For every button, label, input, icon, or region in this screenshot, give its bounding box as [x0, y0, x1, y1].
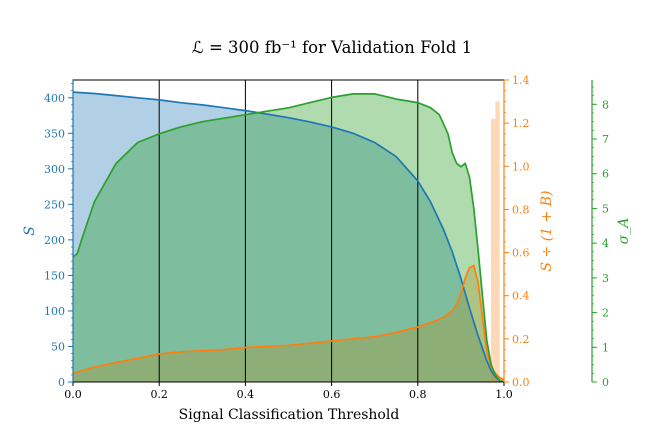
sigma-tick-label: 6: [602, 168, 609, 181]
s-tick-label: 300: [44, 163, 65, 176]
sigma-tick-label: 5: [602, 202, 609, 215]
s-tick-label: 100: [44, 305, 65, 318]
s-tick-label: 350: [44, 127, 65, 140]
sigma-axis-label: σ_A: [616, 218, 632, 245]
x-tick-label: 1.0: [495, 388, 513, 401]
curve-ratio: [72, 264, 505, 381]
sigma-tick-label: 1: [602, 341, 609, 354]
x-tick-label: 0.8: [409, 388, 427, 401]
s-tick-label: 150: [44, 269, 65, 282]
ratio-tick-label: 0.0: [512, 376, 530, 389]
curve-sigma: [72, 93, 505, 383]
chart-title: ℒ = 300 fb⁻¹ for Validation Fold 1: [192, 38, 472, 57]
ratio-tick-label: 0.2: [512, 333, 530, 346]
threshold-lines: [158, 80, 419, 382]
series-curves: [72, 91, 505, 383]
ratio-spike-bar: [495, 101, 500, 383]
histogram-fills: [73, 92, 504, 383]
s-tick-label: 400: [44, 92, 65, 105]
x-tick-label: 0.6: [323, 388, 341, 401]
fill-S: [73, 92, 504, 382]
ratio-axis-label: S ÷ (1 + B): [539, 191, 555, 272]
x-axis-label: Signal Classification Threshold: [179, 407, 400, 423]
sigma-tick-label: 7: [602, 133, 609, 146]
ratio-tick-label: 0.6: [512, 247, 530, 260]
ratio-spike-bar: [491, 118, 496, 382]
fill-ratio: [73, 265, 504, 382]
s-axis: 0 50 100 150 200 250 300 350 400 S: [22, 80, 74, 389]
x-tick-label: 0.0: [64, 388, 82, 401]
fill-sigma: [73, 93, 504, 383]
ratio-tick-label: 0.8: [512, 203, 530, 216]
sigma-axis: 0 1 2 3 4 5 6 7 8 σ_A: [591, 80, 632, 389]
s-tick-label: 50: [51, 340, 65, 353]
ratio-axis: 0.0 0.2 0.4 0.6 0.8 1.0 1.2 1.4 S ÷ (1 + B): [503, 74, 555, 389]
s-tick-label: 200: [44, 234, 65, 247]
sigma-tick-label: 3: [602, 272, 609, 285]
sigma-tick-label: 2: [602, 307, 609, 320]
sigma-tick-label: 8: [602, 98, 609, 111]
ratio-tick-label: 1.0: [512, 160, 530, 173]
sigma-tick-label: 4: [602, 237, 609, 250]
sigma-tick-label: 0: [602, 376, 609, 389]
ratio-tick-label: 1.4: [512, 74, 530, 87]
x-tick-label: 0.2: [150, 388, 168, 401]
ratio-tick-label: 1.2: [512, 117, 530, 130]
x-axis: 0.0 0.2 0.4 0.6 0.8 1.0: [64, 382, 513, 401]
s-tick-label: 250: [44, 198, 65, 211]
ratio-tick-label: 0.4: [512, 290, 530, 303]
x-tick-label: 0.4: [237, 388, 255, 401]
s-tick-label: 0: [58, 376, 65, 389]
s-axis-label: S: [22, 226, 38, 236]
curve-S: [72, 91, 505, 383]
